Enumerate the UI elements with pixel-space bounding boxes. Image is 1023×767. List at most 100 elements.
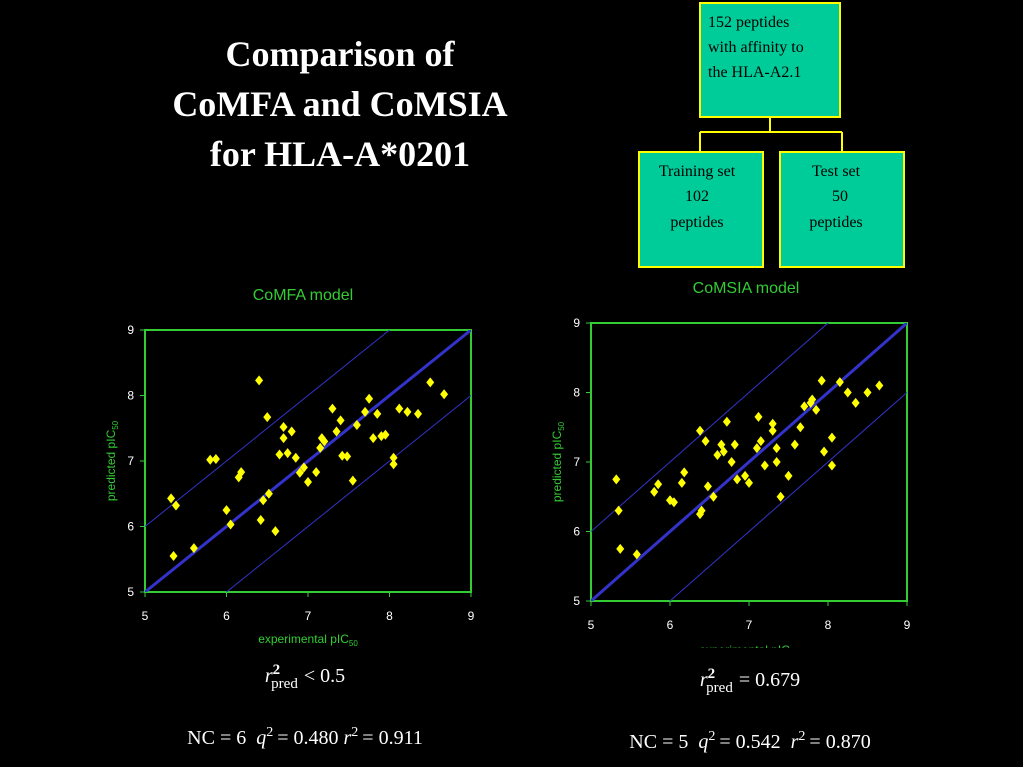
caption: NC = 6 q2 = 0.480 r2 = 0.911 xyxy=(187,725,423,749)
point xyxy=(808,394,817,405)
point xyxy=(701,436,710,447)
point xyxy=(709,491,718,502)
point xyxy=(616,543,625,554)
axis-label-part: experimental pIC xyxy=(258,632,349,646)
point xyxy=(256,514,265,525)
caption: NC = 5 q2 = 0.542 r2 = 0.870 xyxy=(629,729,870,753)
caption-part: pred xyxy=(271,676,298,692)
caption-part: NC = 5 xyxy=(629,731,688,753)
point xyxy=(612,474,621,485)
node-text: peptides xyxy=(670,214,723,231)
caption-part: NC = 6 xyxy=(187,727,246,749)
point xyxy=(727,457,736,467)
point xyxy=(614,505,623,516)
point xyxy=(768,418,777,429)
x-axis-label: experimental pIC50 xyxy=(699,643,799,659)
title-line: Comparison of xyxy=(225,34,455,74)
node-text: 152 peptides xyxy=(708,14,789,31)
x-tick-label: 8 xyxy=(825,618,832,632)
x-tick-label: 9 xyxy=(468,609,475,623)
y-tick-label: 8 xyxy=(573,386,580,400)
node-text: 102 xyxy=(685,188,709,205)
point xyxy=(279,433,288,444)
y-tick-label: 8 xyxy=(127,389,134,403)
point xyxy=(361,406,370,417)
point xyxy=(343,451,352,462)
caption-part: = 0.480 xyxy=(277,727,338,749)
point xyxy=(189,543,198,554)
point xyxy=(389,459,398,470)
point xyxy=(226,519,235,530)
point xyxy=(875,380,884,391)
point xyxy=(304,476,312,487)
point xyxy=(299,462,308,473)
point xyxy=(800,401,809,412)
axis-label-sub: 50 xyxy=(790,650,799,659)
point xyxy=(259,495,268,506)
point xyxy=(263,412,272,423)
point xyxy=(275,449,284,460)
caption-part: r xyxy=(344,727,352,749)
point xyxy=(369,433,378,444)
point xyxy=(784,470,793,481)
axis-label-part: predicted pIC xyxy=(104,429,118,501)
point xyxy=(745,477,753,488)
reference-lines xyxy=(145,330,471,592)
point xyxy=(403,406,412,417)
point xyxy=(669,497,678,508)
point xyxy=(796,422,805,433)
point xyxy=(817,375,826,386)
point xyxy=(167,493,176,504)
caption-part: = 0.870 xyxy=(809,731,870,753)
node-text: peptides xyxy=(809,214,862,231)
node-text: 50 xyxy=(832,188,848,205)
point xyxy=(680,467,689,478)
point xyxy=(287,426,296,437)
point xyxy=(654,479,663,490)
point xyxy=(320,436,329,447)
point xyxy=(283,448,292,459)
y-tick-label: 7 xyxy=(573,455,580,469)
point xyxy=(843,387,852,398)
node-box xyxy=(638,151,764,268)
x-tick-label: 7 xyxy=(305,609,312,623)
point xyxy=(211,454,220,465)
point xyxy=(756,436,765,447)
y-tick-label: 9 xyxy=(573,316,580,330)
x-tick-label: 6 xyxy=(223,609,230,623)
caption-part: 2 xyxy=(266,725,273,740)
point xyxy=(348,475,357,486)
point xyxy=(768,425,777,436)
caption-part: r xyxy=(791,731,799,753)
point xyxy=(632,549,641,560)
point xyxy=(171,500,180,511)
point xyxy=(279,421,288,432)
point xyxy=(295,467,304,478)
caption-part: 2 xyxy=(798,729,805,744)
point xyxy=(440,389,449,400)
point xyxy=(332,426,341,437)
caption-part: r xyxy=(700,669,708,691)
point xyxy=(395,403,404,414)
y-tick-label: 6 xyxy=(573,525,580,539)
point xyxy=(696,425,705,436)
point xyxy=(730,439,739,450)
point xyxy=(365,393,374,404)
x-tick-label: 6 xyxy=(667,618,674,632)
caption: r2 pred < 0.5 xyxy=(265,662,345,692)
x-tick-label: 9 xyxy=(904,618,911,632)
node-box xyxy=(699,2,841,118)
captions: r2 pred < 0.5 r2 pred = 0.679 NC = 6 q2 = 0.48… xyxy=(187,662,871,753)
point xyxy=(328,403,337,414)
point xyxy=(760,460,769,471)
point xyxy=(754,411,763,422)
caption-part: < 0.5 xyxy=(304,665,345,687)
y-axis-label: predicted pIC50 xyxy=(550,421,566,502)
x-tick-label: 8 xyxy=(386,609,393,623)
y-axis-label: predicted pIC50 xyxy=(104,420,120,501)
point xyxy=(316,442,325,453)
x-axis-label: experimental pIC50 xyxy=(258,632,358,648)
point xyxy=(255,375,264,386)
